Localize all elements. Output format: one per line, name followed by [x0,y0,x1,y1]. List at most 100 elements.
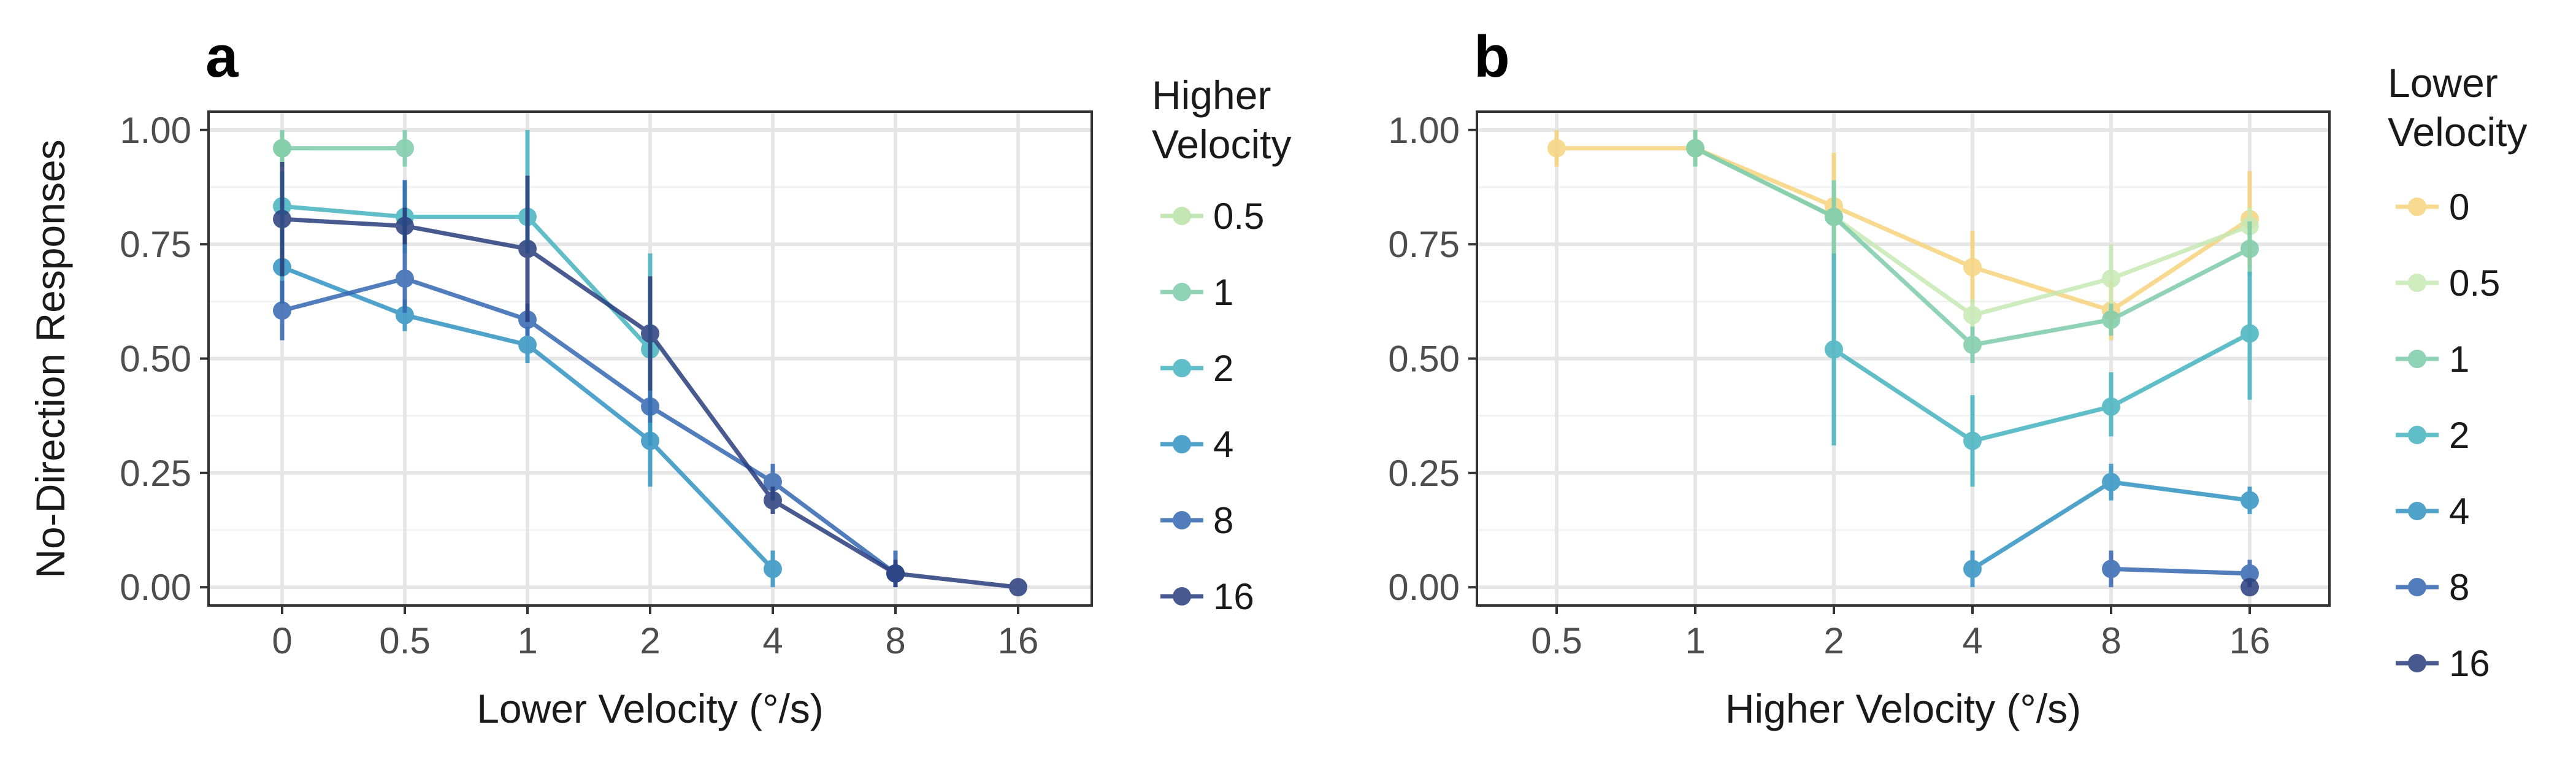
panel-b-data-point [2102,397,2120,416]
panel-b-data-point [2241,578,2259,597]
panel-b-series-2 [1825,253,2259,487]
panel-a-legend-key-2 [1160,359,1203,377]
panel-a-data-point [396,269,414,288]
panel-b-ticks: 0.00 0.25 0.50 0.75 1.00 0.5 1 2 4 8 16 [1388,110,2270,661]
panel-a-legend-label: 1 [1213,272,1233,313]
panel-b-data-point [1825,340,1843,359]
panel-b-legend-label: 2 [2449,415,2469,456]
panel-b-series-0 [1547,129,2259,340]
panel-a-data-point [641,431,659,450]
panel-a-legend-key-marker [1173,359,1191,377]
panel-a-y-axis-title: No-Direction Responses [28,139,73,578]
panel-b-x-tick-label: 1 [1685,620,1705,661]
panel-b-data-point [2241,239,2259,258]
panel-b-legend-title-line-2: Velocity [2388,109,2527,155]
panel-a-legend-key-16 [1160,587,1203,606]
panel-b-series-4 [1963,463,2259,588]
panel-b-x-axis-title: Higher Velocity (°/s) [1725,686,2081,731]
panel-b-series-1 [1686,129,2259,363]
panel-b-legend-key-0.5 [2396,274,2439,292]
panel-a-data-point [1009,578,1027,597]
panel-b-series [1547,129,2259,597]
panel-b-series-line [1831,331,2252,444]
panel-a-y-tick-label: 0.25 [120,453,191,494]
panel-a-legend-key-marker [1173,587,1191,606]
panel-a-legend-label: 4 [1213,424,1233,465]
panel-b-legend-key-8 [2396,578,2439,596]
panel-a-data-point [764,472,782,491]
panel-b-legend-key-marker [2408,350,2426,368]
panel-a-legend-title-line-2: Velocity [1152,121,1291,167]
panel-a-data-point [273,301,291,320]
panel-b-legend-label: 16 [2449,643,2490,684]
panel-b-legend-label: 1 [2449,339,2469,380]
panel-b-legend-label: 8 [2449,567,2469,608]
panel-b-series-line [1554,146,2252,313]
panel-b-data-point [2241,324,2259,343]
panel-b-y-tick-label: 1.00 [1388,110,1460,151]
panel-b-legend-title-line-1: Lower [2388,60,2498,106]
panel-b-x-tick-label: 2 [1823,620,1844,661]
panel-b-legend-key-marker [2408,198,2426,216]
panel-a-data-point [764,491,782,510]
panel-a-data-point [518,336,537,355]
panel-b-data-point [2102,560,2120,579]
panel-b-legend-key-1 [2396,350,2439,368]
panel-a-y-tick-label: 1.00 [120,110,191,151]
panel-b-legend-key-0 [2396,198,2439,216]
panel-a-legend-title-line-1: Higher [1152,72,1271,118]
panel-b-legend-key-marker [2408,578,2426,596]
panel-b-data-point [1963,336,1982,355]
panel-a-data-point [641,324,659,343]
panel-a-legend-key-4 [1160,435,1203,453]
panel-b-data-point [2241,564,2259,583]
panel-a-legend-key-marker [1173,283,1191,301]
panel-b-legend-label: 4 [2449,491,2469,532]
panel-b-data-point [1963,258,1982,277]
panel-b-x-tick-label: 16 [2229,620,2271,661]
panel-b-data-point [2241,491,2259,510]
panel-a-x-tick-label: 0 [272,620,292,661]
panel-b-legend-key-marker [2408,502,2426,520]
panel-a-data-point [518,239,537,258]
panel-a-ticks: 0.00 0.25 0.50 0.75 1.00 0 0.5 1 2 4 8 16 [120,110,1038,661]
panel-a-data-point [764,560,782,579]
panel-b-legend-key-16 [2396,654,2439,672]
panel-a-data-point [886,564,905,583]
panel-b-x-tick-label: 0.5 [1531,620,1582,661]
panel-a-data-point [273,210,291,229]
panel-b-data-point [2102,310,2120,329]
panel-b-x-tick-label: 4 [1962,620,1982,661]
panel-a-data-point [396,217,414,236]
panel-b: b 0.000.250.500.751.000.5 1 2 4 8 16 Higher V… [1388,24,2527,731]
panel-a-legend-key-marker [1173,511,1191,529]
panel-b-data-point [1825,207,1843,226]
panel-a-series-line [280,276,898,576]
panel-a-legend-label: 0.5 [1213,196,1264,237]
panel-b-legend: Lower Velocity 0 0.5 1 2 4 8 16 [2388,60,2527,684]
panel-a-x-tick-label: 8 [885,620,905,661]
panel-a-series-16 [273,161,1027,597]
panel-a-y-tick-label: 0.50 [120,339,191,380]
panel-a-series-1 [273,129,414,167]
panel-b-y-tick-label: 0.50 [1388,339,1460,380]
panel-b-series-8 [2102,550,2259,588]
panel-b-data-point [1686,139,1704,158]
panel-a-series-8 [273,180,905,588]
panel-a-legend-key-marker [1173,435,1191,453]
panel-b-data-point [1547,139,1566,158]
panel-b-series-line [2109,566,2252,576]
panel-a-legend-label: 8 [1213,500,1233,541]
panel-b-data-point [2102,269,2120,288]
panel-a-legend: Higher Velocity 0.5 1 2 4 8 16 [1152,72,1291,617]
panel-a-data-point [396,306,414,325]
panel-b-legend-key-marker [2408,654,2426,672]
panel-a-series-line [280,204,653,352]
panel-a-data-point [641,397,659,416]
panel-a-legend-key-8 [1160,511,1203,529]
panel-label-b: b [1474,24,1510,90]
panel-b-x-tick-label: 8 [2101,620,2121,661]
panel-b-y-tick-label: 0.00 [1388,567,1460,608]
panel-a-series [273,129,1027,597]
